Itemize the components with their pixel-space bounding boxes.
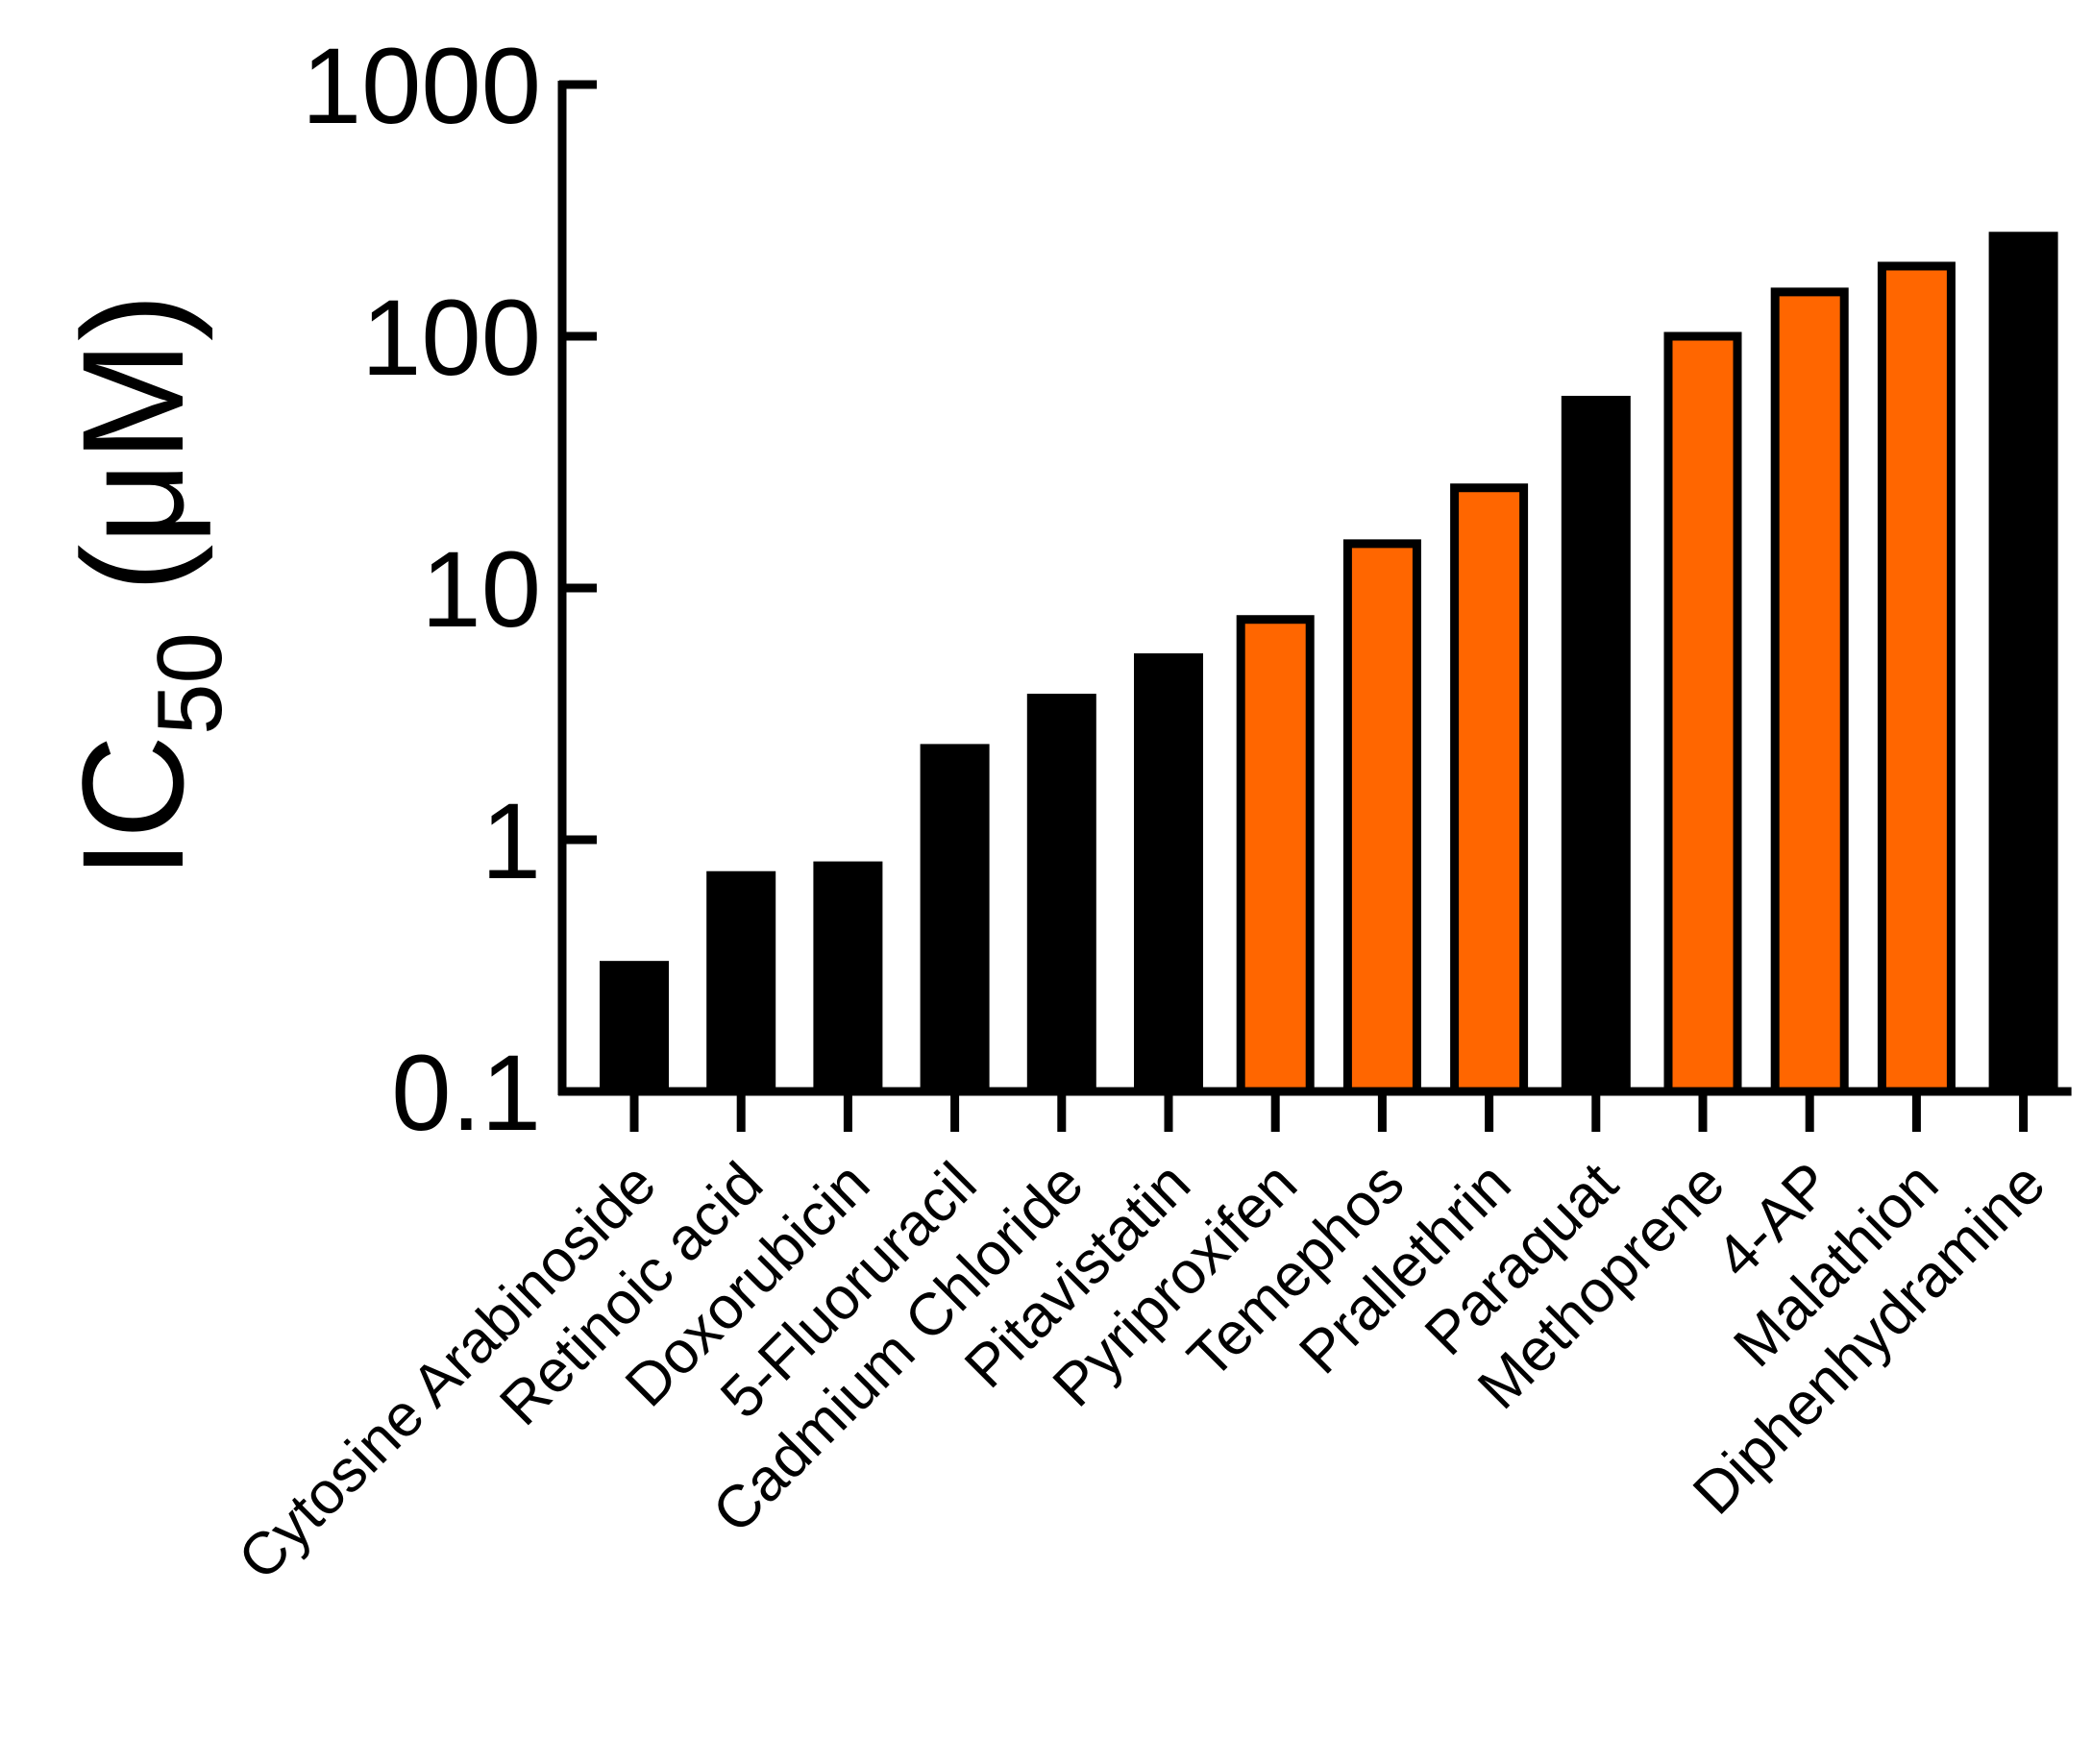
bar-4-ap <box>1770 287 1849 1096</box>
x-axis <box>558 1087 2072 1132</box>
y-tick-label-10: 10 <box>421 529 541 649</box>
bar-retinoic-acid <box>706 870 776 1091</box>
y-tick-label-0.1: 0.1 <box>391 1033 541 1153</box>
svg-text:IC50 (μM): IC50 (μM) <box>52 293 241 879</box>
y-tick-label-1: 1 <box>481 781 541 901</box>
bar-pyriproxifen <box>1236 615 1315 1096</box>
bar-prallethrin <box>1450 483 1529 1096</box>
y-axis-title-unit: (μM) <box>52 293 213 632</box>
x-category-label: Cytosine Arabinoside <box>226 1150 669 1593</box>
y-axis: 0.1 1 10 100 1000 <box>302 26 597 1153</box>
bar-cadmium-chloride <box>1026 694 1096 1091</box>
y-tick-label-1000: 1000 <box>302 26 541 146</box>
bar-temephos <box>1342 539 1421 1096</box>
bar-doxorubicin <box>813 861 883 1091</box>
bar-paraquat <box>1561 395 1631 1091</box>
y-tick-label-100: 100 <box>361 278 541 398</box>
y-axis-title-main: IC <box>52 735 213 879</box>
bar-malathion <box>1877 261 1956 1096</box>
bar-cytosine-arabinoside <box>600 961 669 1091</box>
bar-5-fluoruracil <box>920 744 990 1091</box>
bar-methoprene <box>1663 331 1742 1096</box>
y-axis-title-subscript: 50 <box>138 632 241 735</box>
bar-diphenhydramine <box>1988 232 2058 1091</box>
y-axis-title: IC50 (μM) <box>52 293 241 879</box>
bars-group <box>600 232 2058 1096</box>
bar-pitavistatin <box>1134 653 1203 1091</box>
